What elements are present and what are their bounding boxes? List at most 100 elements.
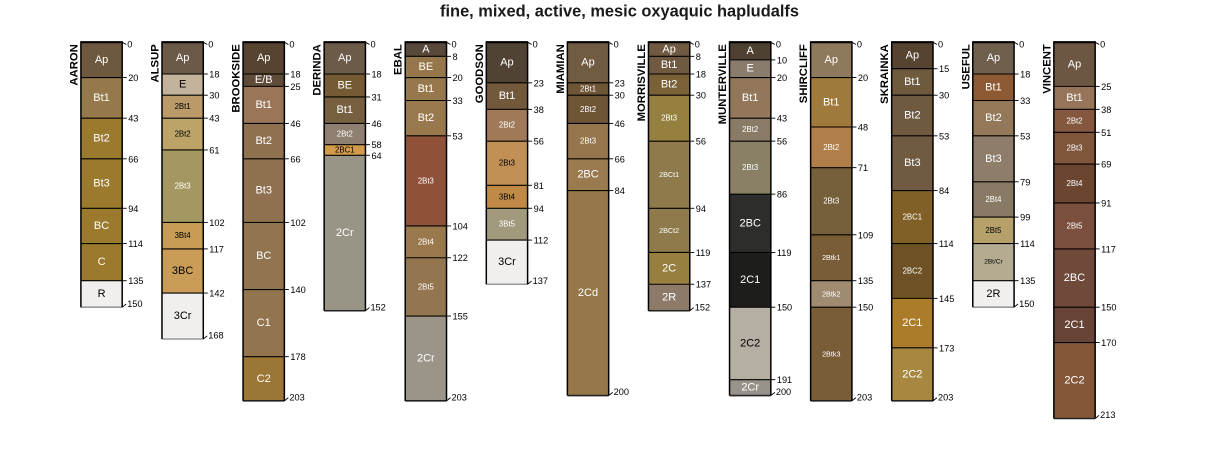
svg-text:2Cr: 2Cr (417, 352, 435, 364)
svg-text:GOODSON: GOODSON (474, 44, 486, 103)
svg-text:DERINDA: DERINDA (312, 44, 324, 95)
svg-text:102: 102 (290, 218, 305, 228)
svg-text:2Bt1: 2Bt1 (175, 102, 191, 111)
svg-text:25: 25 (290, 82, 300, 92)
svg-text:119: 119 (777, 248, 792, 258)
svg-text:Ap: Ap (906, 49, 919, 61)
svg-text:168: 168 (208, 331, 223, 341)
svg-text:Bt3: Bt3 (985, 153, 1002, 165)
svg-text:173: 173 (939, 343, 954, 353)
svg-text:2C1: 2C1 (1064, 319, 1084, 331)
svg-text:46: 46 (615, 119, 625, 129)
svg-text:66: 66 (615, 154, 625, 164)
svg-text:114: 114 (939, 239, 954, 249)
svg-text:ALSUP: ALSUP (149, 44, 161, 83)
svg-text:20: 20 (777, 73, 787, 83)
svg-text:Bt1: Bt1 (499, 90, 516, 102)
svg-text:155: 155 (453, 312, 468, 322)
svg-text:137: 137 (533, 276, 548, 286)
svg-text:8: 8 (453, 52, 458, 62)
svg-text:2Cr: 2Cr (741, 382, 759, 394)
svg-text:0: 0 (857, 40, 862, 50)
svg-text:203: 203 (938, 392, 953, 402)
svg-text:0: 0 (1019, 40, 1024, 50)
svg-text:2C: 2C (662, 262, 676, 274)
svg-text:2BC: 2BC (739, 217, 760, 229)
svg-text:Bt1: Bt1 (337, 104, 354, 116)
svg-text:203: 203 (289, 392, 304, 402)
svg-text:Bt1: Bt1 (904, 76, 921, 88)
svg-text:2BCt1: 2BCt1 (659, 170, 679, 179)
svg-text:Ap: Ap (825, 54, 838, 66)
svg-text:2Btk2: 2Btk2 (822, 289, 840, 298)
svg-text:18: 18 (290, 70, 300, 80)
svg-text:C1: C1 (257, 317, 271, 329)
svg-text:EBAL: EBAL (393, 44, 405, 75)
svg-text:38: 38 (534, 105, 544, 115)
svg-text:178: 178 (290, 352, 305, 362)
svg-text:2Bt3: 2Bt3 (661, 114, 677, 123)
svg-text:2Bt/Cr: 2Bt/Cr (984, 259, 1003, 266)
svg-text:56: 56 (696, 137, 706, 147)
svg-text:69: 69 (1101, 160, 1111, 170)
svg-text:43: 43 (209, 114, 219, 124)
svg-text:2R: 2R (986, 288, 1000, 300)
svg-text:114: 114 (128, 239, 143, 249)
svg-text:150: 150 (1019, 299, 1034, 309)
svg-text:2Btk3: 2Btk3 (822, 350, 840, 359)
svg-text:43: 43 (777, 114, 787, 124)
svg-text:BE: BE (419, 61, 434, 73)
svg-text:Bt2: Bt2 (418, 112, 435, 124)
svg-text:2Bt2: 2Bt2 (499, 121, 515, 130)
svg-text:20: 20 (453, 73, 463, 83)
svg-text:104: 104 (453, 221, 468, 231)
svg-text:R: R (98, 288, 106, 300)
svg-text:150: 150 (777, 303, 792, 313)
svg-text:Bt1: Bt1 (661, 59, 678, 71)
svg-text:117: 117 (209, 244, 224, 254)
svg-text:94: 94 (696, 204, 706, 214)
svg-text:109: 109 (858, 230, 873, 240)
svg-text:2Bt5: 2Bt5 (1066, 221, 1083, 230)
svg-text:56: 56 (534, 137, 544, 147)
svg-text:79: 79 (1020, 177, 1030, 187)
svg-text:2Bt2: 2Bt2 (1066, 116, 1082, 125)
svg-text:SKRAINKA: SKRAINKA (879, 44, 891, 104)
svg-text:2BCt2: 2BCt2 (659, 226, 679, 235)
svg-text:142: 142 (209, 289, 224, 299)
svg-text:200: 200 (776, 387, 791, 397)
svg-text:3BC: 3BC (172, 265, 193, 277)
svg-text:2Bt1: 2Bt1 (580, 85, 596, 94)
svg-text:145: 145 (939, 294, 954, 304)
svg-text:114: 114 (1020, 239, 1035, 249)
svg-text:30: 30 (615, 91, 625, 101)
svg-text:2C1: 2C1 (740, 274, 760, 286)
svg-text:2Bt3: 2Bt3 (742, 163, 758, 172)
svg-text:25: 25 (1101, 82, 1111, 92)
svg-text:71: 71 (858, 163, 868, 173)
svg-text:30: 30 (696, 91, 706, 101)
svg-text:2Bt2: 2Bt2 (580, 105, 596, 114)
svg-text:140: 140 (290, 285, 305, 295)
svg-text:2Bt4: 2Bt4 (985, 195, 1002, 204)
svg-text:Ap: Ap (95, 54, 108, 66)
svg-text:0: 0 (776, 40, 781, 50)
svg-text:2Cr: 2Cr (336, 227, 354, 239)
svg-text:2BC1: 2BC1 (903, 213, 923, 222)
svg-text:18: 18 (696, 70, 706, 80)
svg-text:8: 8 (696, 52, 701, 62)
svg-text:152: 152 (695, 302, 710, 312)
svg-text:203: 203 (452, 392, 467, 402)
svg-text:2Bt5: 2Bt5 (418, 282, 435, 291)
svg-text:43: 43 (128, 114, 138, 124)
svg-text:Bt2: Bt2 (93, 132, 110, 144)
svg-text:84: 84 (615, 186, 625, 196)
svg-text:2Bt3: 2Bt3 (175, 182, 191, 191)
svg-text:MIAMIAN: MIAMIAN (555, 44, 567, 94)
svg-text:2C2: 2C2 (902, 368, 922, 380)
svg-text:150: 150 (127, 299, 142, 309)
svg-text:66: 66 (128, 154, 138, 164)
svg-text:94: 94 (128, 204, 138, 214)
svg-text:2C1: 2C1 (902, 317, 922, 329)
svg-text:20: 20 (858, 73, 868, 83)
